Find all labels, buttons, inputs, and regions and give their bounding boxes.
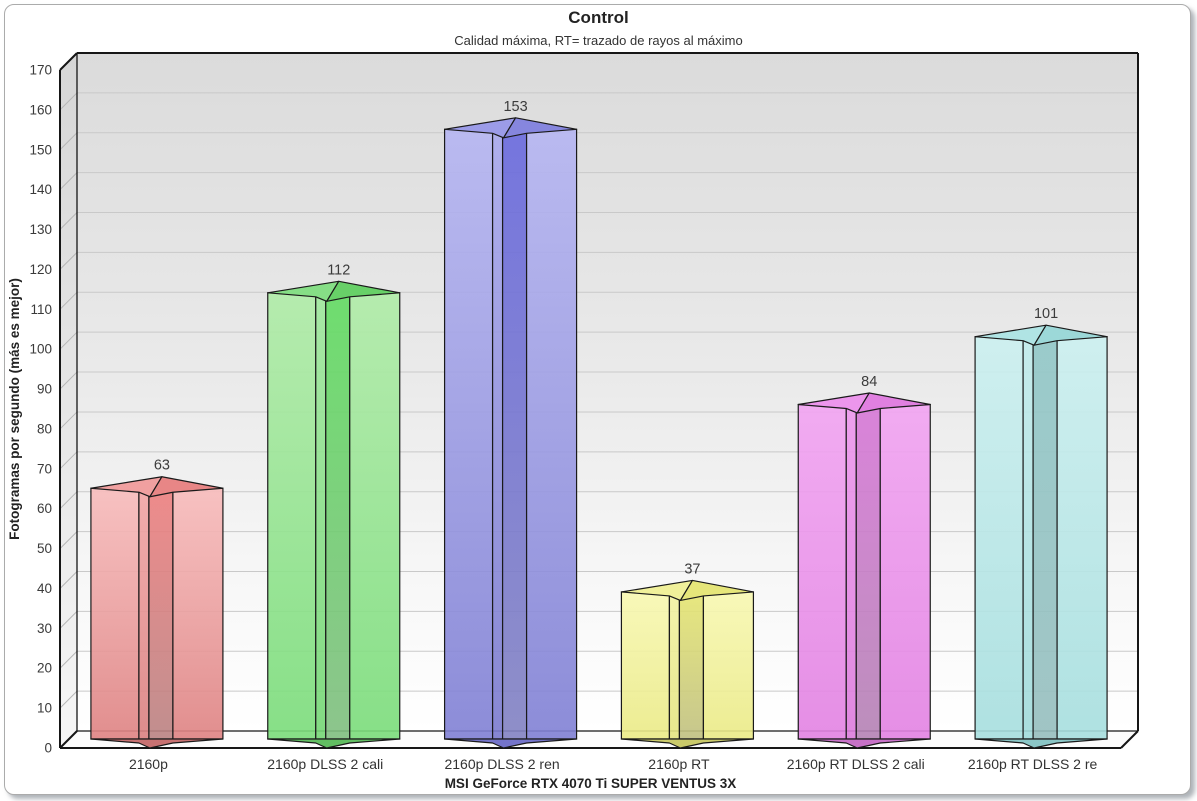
box-edges (59, 52, 1139, 749)
bar-bottom-cap (267, 738, 401, 749)
bar-bottom-cap (974, 738, 1108, 749)
left-wall (60, 53, 77, 748)
chart-subtitle: Calidad máxima, RT= trazado de rayos al … (454, 33, 743, 48)
bar-2160p: 63 2160p (90, 458, 224, 772)
svg-text:140: 140 (29, 182, 52, 197)
bar-value-label: 112 (327, 262, 350, 278)
svg-text:170: 170 (29, 63, 52, 78)
bar-value-label: 37 (684, 561, 700, 577)
x-category-label: 2160p RT (648, 756, 710, 772)
bar-value-label: 63 (154, 458, 170, 474)
x-axis-title: MSI GeForce RTX 4070 Ti SUPER VENTUS 3X (445, 776, 737, 791)
svg-text:40: 40 (37, 581, 52, 596)
bar-bottom-cap (443, 738, 578, 749)
svg-text:90: 90 (37, 382, 52, 397)
bar-top-cap-right (856, 392, 931, 414)
svg-text:10: 10 (37, 701, 52, 716)
bar-2160p RT: 37 2160p RT (620, 561, 755, 772)
svg-text:0: 0 (44, 741, 52, 756)
bar-top-cap-right (1033, 324, 1108, 346)
svg-text:50: 50 (37, 541, 52, 556)
svg-text:150: 150 (29, 142, 52, 157)
bar-top-cap-right (679, 579, 755, 602)
x-category-label: 2160p RT DLSS 2 re (968, 756, 1098, 772)
svg-text:60: 60 (37, 501, 52, 516)
y-axis-title: Fotogramas por segundo (más es mejor) (7, 278, 22, 540)
bar-top-cap-right (149, 476, 224, 498)
x-category-label: 2160p (129, 756, 168, 772)
svg-text:80: 80 (37, 421, 52, 436)
svg-text:110: 110 (30, 302, 52, 317)
svg-text:120: 120 (29, 262, 52, 277)
svg-text:160: 160 (29, 102, 52, 117)
bar-bottom-cap (620, 738, 755, 749)
bar-value-label: 84 (861, 374, 877, 390)
bar-top-cap-right (326, 280, 401, 302)
bar-top-cap-right (502, 117, 578, 139)
chart-title: Control (568, 8, 629, 27)
svg-text:30: 30 (37, 621, 52, 636)
x-category-label: 2160p DLSS 2 cali (267, 756, 383, 772)
back-wall (77, 53, 1138, 731)
bar-2160p RT DLSS 2 re: 101 2160p RT DLSS 2 re (968, 306, 1108, 772)
bar-bottom-cap (90, 738, 224, 749)
x-category-label: 2160p DLSS 2 ren (444, 756, 559, 772)
x-category-label: 2160p RT DLSS 2 cali (787, 756, 925, 772)
svg-text:70: 70 (37, 461, 52, 476)
svg-text:130: 130 (29, 222, 52, 237)
y-tick-labels: 0 10 20 30 40 50 60 70 80 90 100 110 120 130 140 150 160… (29, 63, 52, 756)
bar-value-label: 101 (1034, 306, 1058, 322)
bar-bottom-cap (797, 738, 931, 749)
svg-text:20: 20 (37, 661, 52, 676)
bar-2160p RT DLSS 2 cali: 84 2160p RT DLSS 2 cali (787, 374, 931, 772)
gridlines (59, 92, 1138, 709)
bar-value-label: 153 (503, 99, 527, 115)
bar-2160p DLSS 2 ren: 153 2160p DLSS 2 ren (443, 99, 578, 772)
svg-text:100: 100 (29, 342, 52, 357)
bar-2160p DLSS 2 cali: 112 2160p DLSS 2 cali (267, 262, 401, 772)
